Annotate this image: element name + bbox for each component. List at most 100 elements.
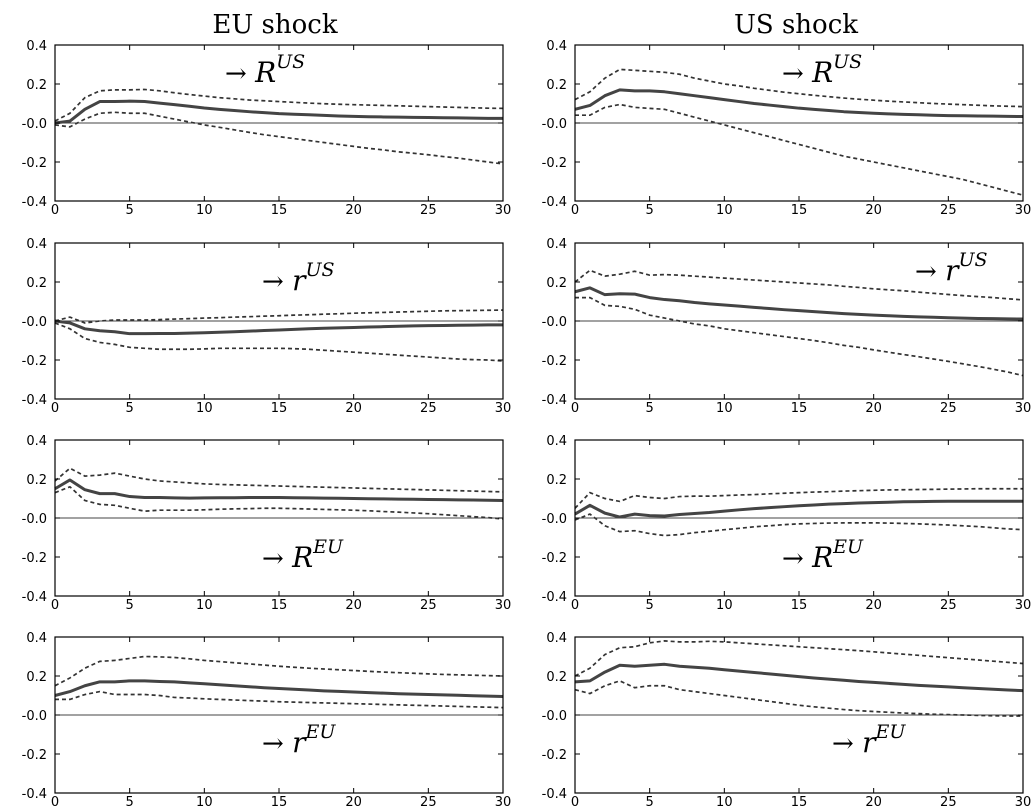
- x-tick-label: 20: [865, 203, 882, 218]
- y-tick-label: -0.2: [542, 354, 567, 369]
- y-tick-label: -0.4: [542, 393, 567, 408]
- x-tick-label: 25: [420, 401, 437, 416]
- y-tick-label: -0.2: [22, 748, 47, 763]
- x-tick-label: 20: [345, 598, 362, 613]
- x-tick-label: 0: [51, 795, 59, 810]
- annotation-superscript: EU: [304, 721, 336, 743]
- y-tick-label: 0.2: [546, 276, 567, 291]
- y-tick-label: -0.2: [542, 551, 567, 566]
- y-tick-label: -0.4: [22, 590, 47, 605]
- annotation-arrow: →: [782, 59, 812, 89]
- x-tick-label: 30: [1015, 401, 1032, 416]
- series-lower-line: [54, 322, 504, 362]
- panel-annotation: → RUS: [225, 51, 305, 89]
- y-tick-label: -0.4: [22, 393, 47, 408]
- y-tick-label: -0.0: [542, 512, 567, 527]
- y-tick-label: 0.4: [26, 39, 47, 54]
- series-median-line: [574, 662, 1024, 693]
- series-upper-line: [54, 88, 504, 122]
- series-lower-line: [54, 485, 504, 520]
- annotation-variable: R: [291, 541, 313, 574]
- x-tick-label: 0: [571, 203, 579, 218]
- x-tick-label: 30: [1015, 598, 1032, 613]
- y-tick-label: 0.2: [26, 78, 47, 93]
- panel-annotation: → REU: [262, 536, 344, 574]
- x-tick-label: 20: [865, 401, 882, 416]
- x-tick-label: 30: [495, 203, 512, 218]
- y-tick-label: -0.2: [22, 354, 47, 369]
- series-median-line: [574, 499, 1023, 519]
- panel-eu-REU: 0 5 10 15 20 25 30 -0.4 -0.2 -0.0 0.2 0.4 → REU: [22, 434, 512, 613]
- y-tick-label: -0.0: [542, 315, 567, 330]
- x-tick-label: 10: [716, 203, 733, 218]
- series-upper-line: [54, 467, 504, 493]
- y-tick-label: 0.4: [26, 631, 47, 646]
- annotation-variable: r: [862, 726, 877, 759]
- annotation-variable: R: [811, 56, 833, 89]
- x-tick-label: 30: [1015, 203, 1032, 218]
- x-tick-label: 15: [271, 598, 288, 613]
- x-tick-label: 15: [791, 401, 808, 416]
- x-tick-label: 15: [791, 203, 808, 218]
- annotation-superscript: US: [833, 51, 862, 73]
- series-upper-line: [574, 68, 1024, 108]
- x-tick-label: 25: [420, 203, 437, 218]
- x-tick-label: 10: [716, 795, 733, 810]
- series-lower-line: [575, 296, 1024, 377]
- x-tick-label: 0: [571, 598, 579, 613]
- x-tick-label: 0: [51, 203, 59, 218]
- x-tick-label: 25: [940, 598, 957, 613]
- x-tick-label: 5: [646, 203, 654, 218]
- y-tick-label: -0.0: [22, 512, 47, 527]
- series-median-line: [574, 286, 1024, 321]
- annotation-arrow: →: [262, 544, 292, 574]
- panel-us-rUS: 0 5 10 15 20 25 30 -0.4 -0.2 -0.0 0.2 0.4 → rUS: [542, 237, 1032, 416]
- annotation-arrow: →: [262, 267, 292, 297]
- y-tick-label: 0.4: [546, 39, 567, 54]
- x-tick-label: 5: [646, 795, 654, 810]
- annotation-arrow: →: [832, 729, 862, 759]
- y-tick-label: -0.0: [22, 709, 47, 724]
- x-tick-label: 5: [126, 795, 134, 810]
- y-tick-label: 0.4: [546, 434, 567, 449]
- annotation-variable: R: [254, 56, 276, 89]
- y-tick-label: -0.4: [22, 787, 47, 802]
- panel-us-RUS: 0 5 10 15 20 25 30 -0.4 -0.2 -0.0 0.2 0.4 → RUS: [542, 39, 1032, 218]
- x-tick-label: 5: [646, 598, 654, 613]
- y-tick-label: 0.2: [546, 670, 567, 685]
- x-tick-label: 10: [196, 795, 213, 810]
- y-tick-label: 0.2: [546, 78, 567, 93]
- x-tick-label: 5: [126, 203, 134, 218]
- y-tick-label: -0.4: [542, 590, 567, 605]
- x-tick-label: 20: [865, 795, 882, 810]
- x-tick-label: 25: [940, 401, 957, 416]
- y-tick-label: -0.0: [22, 117, 47, 132]
- x-tick-label: 5: [126, 598, 134, 613]
- y-tick-label: 0.4: [546, 237, 567, 252]
- y-tick-label: -0.4: [542, 787, 567, 802]
- column-title-eu-shock: EU shock: [212, 10, 337, 40]
- panel-us-REU: 0 5 10 15 20 25 30 -0.4 -0.2 -0.0 0.2 0.4 → REU: [542, 434, 1032, 613]
- y-tick-label: -0.0: [542, 117, 567, 132]
- panel-annotation: → rEU: [832, 721, 906, 759]
- x-tick-label: 15: [271, 401, 288, 416]
- panel-annotation: → rUS: [915, 249, 987, 287]
- annotation-arrow: →: [915, 257, 945, 287]
- y-tick-label: -0.2: [22, 551, 47, 566]
- series-lower-line: [54, 111, 504, 165]
- x-tick-label: 30: [495, 795, 512, 810]
- x-tick-label: 20: [345, 203, 362, 218]
- annotation-variable: r: [292, 264, 307, 297]
- panel-annotation: → RUS: [782, 51, 862, 89]
- series-lower-line: [55, 690, 504, 709]
- x-tick-label: 30: [495, 598, 512, 613]
- annotation-variable: r: [292, 726, 307, 759]
- y-tick-label: -0.4: [22, 195, 47, 210]
- panel-annotation: → rUS: [262, 259, 334, 297]
- series-median-line: [54, 99, 503, 125]
- panel-eu-RUS: 0 5 10 15 20 25 30 -0.4 -0.2 -0.0 0.2 0.4 → RUS: [22, 39, 512, 218]
- y-tick-label: -0.0: [22, 315, 47, 330]
- y-tick-label: -0.2: [22, 156, 47, 171]
- x-tick-label: 25: [420, 598, 437, 613]
